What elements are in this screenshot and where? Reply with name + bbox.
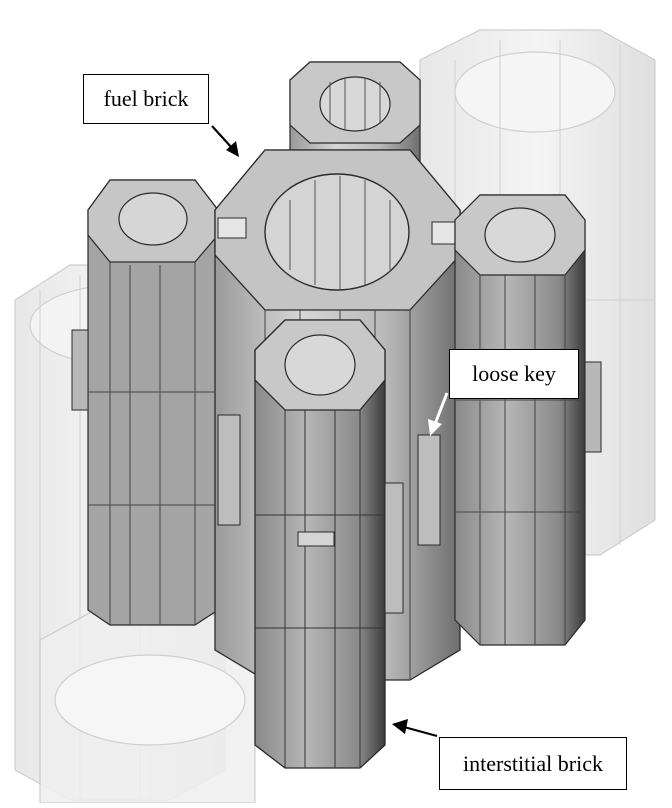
fuel-brick-label-text: fuel brick (103, 86, 189, 111)
loose-key-shape (417, 434, 441, 546)
fuel-brick-label: fuel brick (83, 74, 209, 124)
interstitial-brick-front (254, 319, 404, 769)
fuel-brick-arrow (211, 125, 239, 157)
loose-key-arrow (428, 392, 449, 436)
loose-key-label: loose key (449, 349, 579, 399)
interstitial-brick-right (454, 194, 602, 646)
interstitial-brick-back (289, 61, 421, 176)
interstitial-brick-left (71, 179, 219, 626)
interstitial-brick-arrow (392, 719, 438, 738)
loose-key-label-text: loose key (472, 361, 556, 386)
interstitial-brick-label: interstitial brick (439, 737, 627, 790)
interstitial-brick-label-text: interstitial brick (463, 750, 603, 776)
